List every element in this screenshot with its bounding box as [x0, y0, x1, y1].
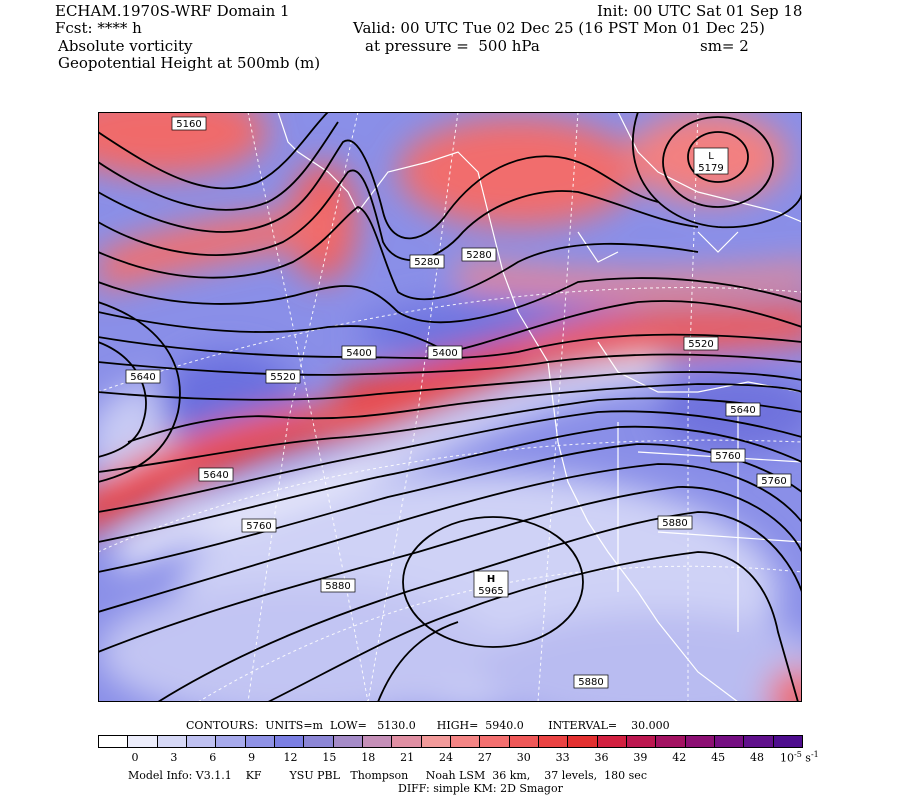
contour-label: 5880: [657, 515, 693, 530]
contour-label: 5400: [341, 345, 377, 360]
svg-text:5760: 5760: [246, 521, 271, 532]
colorbar-swatch: [479, 735, 510, 748]
field-name-primary: Absolute vorticity: [58, 37, 193, 55]
svg-text:5520: 5520: [270, 372, 295, 383]
colorbar-tick-label: 3: [170, 751, 178, 764]
colorbar-swatch: [743, 735, 774, 748]
svg-text:5760: 5760: [761, 476, 786, 487]
svg-text:5880: 5880: [578, 677, 603, 688]
colorbar-swatch: [156, 735, 187, 748]
colorbar-swatch: [655, 735, 686, 748]
high-pressure-marker: H 5965: [473, 570, 509, 598]
contour-label: 5520: [265, 369, 301, 384]
svg-text:5179: 5179: [698, 163, 723, 174]
colorbar-tick-label: 42: [672, 751, 687, 764]
contour-label: 5160: [171, 116, 207, 131]
colorbar-tick-label: 39: [633, 751, 648, 764]
colorbar-swatch: [274, 735, 305, 748]
svg-text:5280: 5280: [414, 257, 439, 268]
colorbar-swatch: [596, 735, 627, 748]
contour-label: 5640: [725, 402, 761, 417]
svg-text:5880: 5880: [662, 518, 687, 529]
svg-text:5965: 5965: [478, 586, 503, 597]
svg-text:5400: 5400: [346, 348, 371, 359]
contour-label: 5880: [573, 674, 609, 689]
map-frame: [98, 112, 802, 702]
colorbar-swatch: [362, 735, 393, 748]
colorbar-swatch: [244, 735, 275, 748]
colorbar-swatch: [391, 735, 422, 748]
contour-label: 5280: [409, 254, 445, 269]
contour-label: 5760: [756, 473, 792, 488]
contour-label: 5640: [125, 369, 161, 384]
colorbar-swatch: [714, 735, 745, 748]
contour-label: 5760: [710, 448, 746, 463]
colorbar-tick-label: 33: [555, 751, 570, 764]
svg-text:H: H: [487, 574, 495, 585]
svg-text:5520: 5520: [688, 339, 713, 350]
colorbar-tick-label: 36: [594, 751, 609, 764]
colorbar-tick-label: 21: [400, 751, 415, 764]
contour-label: 5640: [198, 467, 234, 482]
colorbar-swatch: [508, 735, 539, 748]
colorbar-swatch: [215, 735, 246, 748]
colorbar-swatch: [450, 735, 481, 748]
smoothing-value: sm= 2: [700, 37, 749, 55]
colorbar-swatch: [332, 735, 363, 748]
model-title: ECHAM.1970S-WRF Domain 1: [55, 2, 290, 20]
contour-label: 5400: [427, 345, 463, 360]
colorbar-tick-label: 15: [322, 751, 337, 764]
colorbar-swatch: [567, 735, 598, 748]
svg-text:5640: 5640: [203, 470, 228, 481]
svg-text:L: L: [708, 151, 714, 162]
svg-text:5640: 5640: [130, 372, 155, 383]
colorbar-swatch: [626, 735, 657, 748]
valid-time: Valid: 00 UTC Tue 02 Dec 25 (16 PST Mon …: [353, 19, 765, 37]
init-time: Init: 00 UTC Sat 01 Sep 18: [597, 2, 803, 20]
model-info: Model Info: V3.1.1 KF YSU PBL Thompson N…: [128, 769, 647, 782]
colorbar-swatch: [684, 735, 715, 748]
svg-text:5280: 5280: [466, 250, 491, 261]
contour-label: 5520: [683, 336, 719, 351]
colorbar-swatch: [420, 735, 451, 748]
svg-text:5640: 5640: [730, 405, 755, 416]
colorbar-swatch: [538, 735, 569, 748]
contour-labels: 5160 5280 5280 5400 5400 5520 5520 5640 …: [125, 116, 792, 689]
colorbar-tick-label: 30: [516, 751, 531, 764]
diffusion-info: DIFF: simple KM: 2D Smagor: [398, 782, 563, 795]
pressure-level: at pressure = 500 hPa: [365, 37, 540, 55]
contour-label: 5280: [461, 247, 497, 262]
contour-label: 5880: [320, 578, 356, 593]
colorbar-swatch: [98, 735, 129, 748]
forecast-hour: Fcst: **** h: [55, 19, 142, 37]
colorbar-swatch: [186, 735, 217, 748]
svg-text:5880: 5880: [325, 581, 350, 592]
svg-text:5400: 5400: [432, 348, 457, 359]
colorbar-tick-label: 12: [283, 751, 298, 764]
colorbar-tick-label: 9: [248, 751, 256, 764]
svg-text:5160: 5160: [176, 119, 201, 130]
svg-text:5760: 5760: [715, 451, 740, 462]
colorbar-tick-label: 18: [361, 751, 376, 764]
colorbar-swatch: [303, 735, 334, 748]
colorbar-tick-label: 24: [439, 751, 453, 764]
colorbar-tick-label: 6: [209, 751, 217, 764]
colorbar-tick-label: 45: [711, 751, 726, 764]
colorbar-tick-label: 0: [131, 751, 139, 764]
colorbar-swatch: [127, 735, 158, 748]
vorticity-height-map: 5160 5280 5280 5400 5400 5520 5520 5640 …: [98, 112, 802, 702]
contour-label: 5760: [241, 518, 277, 533]
colorbar-swatch: [772, 735, 803, 748]
colorbar-tick-label: 27: [477, 751, 492, 764]
field-name-secondary: Geopotential Height at 500mb (m): [58, 54, 321, 72]
colorbar-tick-label: 48: [750, 751, 764, 764]
contour-info: CONTOURS: UNITS=m LOW= 5130.0 HIGH= 5940…: [186, 719, 670, 732]
colorbar-units: 10-5 s-1: [780, 750, 819, 765]
height-contours: [98, 112, 802, 702]
low-pressure-marker: L 5179: [693, 147, 729, 175]
